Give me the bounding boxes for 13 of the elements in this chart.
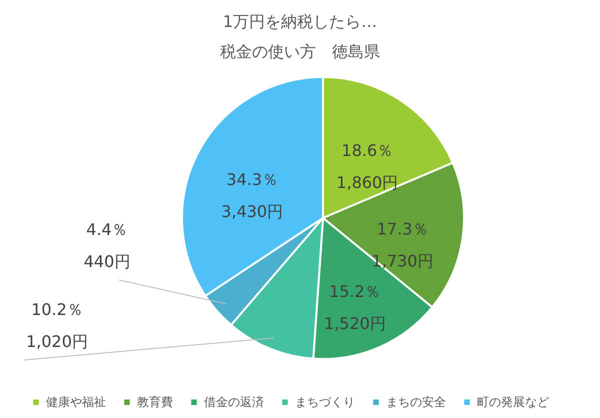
data-label: 4.4％ 440円 [84, 220, 130, 271]
data-label: 10.2％ 1,020円 [26, 300, 88, 351]
legend-label: まちの安全 [386, 395, 446, 410]
legend-label: 教育費 [137, 395, 173, 410]
data-label: 18.6％ 1,860円 [336, 140, 398, 192]
data-label: 15.2％ 1,520円 [324, 282, 386, 333]
chart-title: 1万円を納税したら… [222, 12, 378, 31]
legend-label: 健康や福祉 [46, 395, 106, 410]
legend-label: まちづくり [295, 395, 355, 410]
chart-subtitle: 税金の使い方 徳島県 [220, 42, 380, 61]
legend-label: 町の発展など [477, 395, 549, 410]
data-label: 34.3％ 3,430円 [221, 170, 284, 221]
legend-label: 借金の返済 [204, 395, 264, 410]
